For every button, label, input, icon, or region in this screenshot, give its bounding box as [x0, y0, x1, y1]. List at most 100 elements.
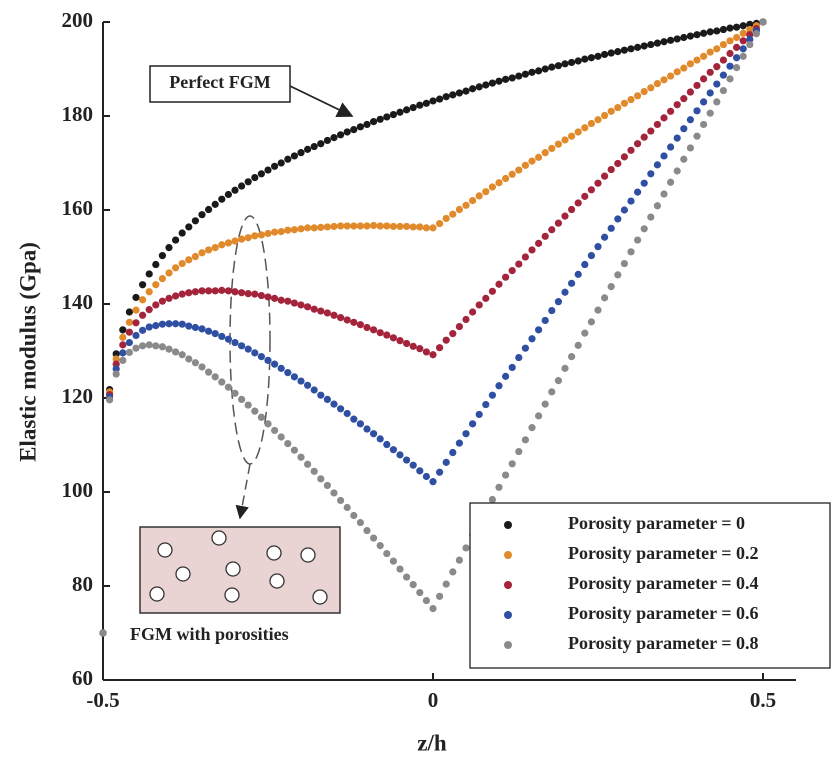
point [211, 244, 219, 252]
point [389, 334, 397, 342]
point [554, 219, 563, 227]
point [145, 270, 153, 278]
point [416, 588, 424, 597]
point [680, 33, 688, 42]
point [119, 341, 127, 349]
point [706, 28, 714, 36]
point [502, 75, 510, 83]
point [284, 297, 292, 305]
point [172, 236, 180, 244]
point [403, 222, 411, 231]
point [594, 306, 602, 314]
point [733, 54, 741, 62]
annotation-box [149, 65, 291, 103]
point [416, 101, 424, 109]
point [290, 446, 298, 454]
point [145, 323, 153, 331]
point [660, 76, 668, 84]
point [561, 364, 569, 372]
point [488, 391, 496, 399]
point [185, 322, 193, 330]
point [726, 62, 734, 70]
x-tick-label: 0 [428, 688, 439, 712]
point [271, 294, 279, 302]
point [601, 111, 609, 120]
point [211, 287, 219, 295]
point [667, 72, 675, 80]
point [383, 549, 391, 558]
point [152, 281, 160, 289]
point [277, 296, 285, 304]
point [521, 161, 530, 169]
point [218, 286, 226, 294]
point [112, 370, 120, 378]
point [191, 288, 199, 296]
point [733, 23, 741, 31]
point [376, 329, 384, 337]
point [429, 351, 437, 359]
point [152, 322, 160, 330]
point [330, 400, 338, 408]
point [211, 373, 219, 381]
point [323, 223, 331, 231]
point [211, 330, 219, 338]
point [191, 217, 199, 225]
point [191, 252, 199, 261]
point [673, 101, 681, 109]
point [686, 88, 695, 96]
point [700, 29, 708, 37]
point [363, 323, 371, 332]
point [251, 232, 259, 240]
point [574, 57, 582, 65]
point [455, 556, 463, 564]
point [350, 126, 358, 134]
point [290, 373, 298, 381]
y-tick-label: 140 [62, 290, 94, 314]
point [442, 336, 450, 344]
point [238, 182, 246, 190]
point [363, 526, 371, 535]
point [667, 178, 675, 186]
point [218, 378, 226, 386]
point [152, 342, 160, 350]
point [125, 338, 133, 347]
point [376, 435, 384, 443]
point [726, 75, 734, 83]
point [178, 229, 186, 237]
legend-marker [504, 551, 512, 559]
point [521, 70, 530, 78]
y-tick-label: 60 [72, 666, 93, 690]
point [218, 241, 226, 249]
point [739, 29, 747, 37]
point [383, 113, 391, 121]
point [502, 471, 510, 479]
point [627, 45, 635, 53]
point [178, 351, 186, 359]
point [706, 48, 714, 56]
point [119, 326, 127, 334]
point [746, 20, 754, 28]
point [442, 580, 450, 588]
point [409, 342, 417, 350]
point [396, 222, 404, 231]
point [568, 58, 576, 67]
point [396, 108, 404, 116]
point [640, 87, 648, 96]
point [508, 363, 516, 372]
point [389, 222, 397, 231]
point [455, 439, 463, 447]
point [231, 288, 239, 296]
legend-label: Porosity parameter = 0 [568, 513, 745, 533]
point [581, 329, 589, 337]
point [224, 287, 232, 295]
point [422, 472, 430, 481]
point [640, 133, 648, 141]
point [574, 341, 582, 349]
point [574, 128, 582, 136]
point [244, 401, 252, 409]
point [455, 89, 463, 97]
point [653, 161, 662, 169]
point [317, 307, 325, 315]
point [257, 291, 265, 300]
x-tick-label: -0.5 [86, 688, 119, 712]
